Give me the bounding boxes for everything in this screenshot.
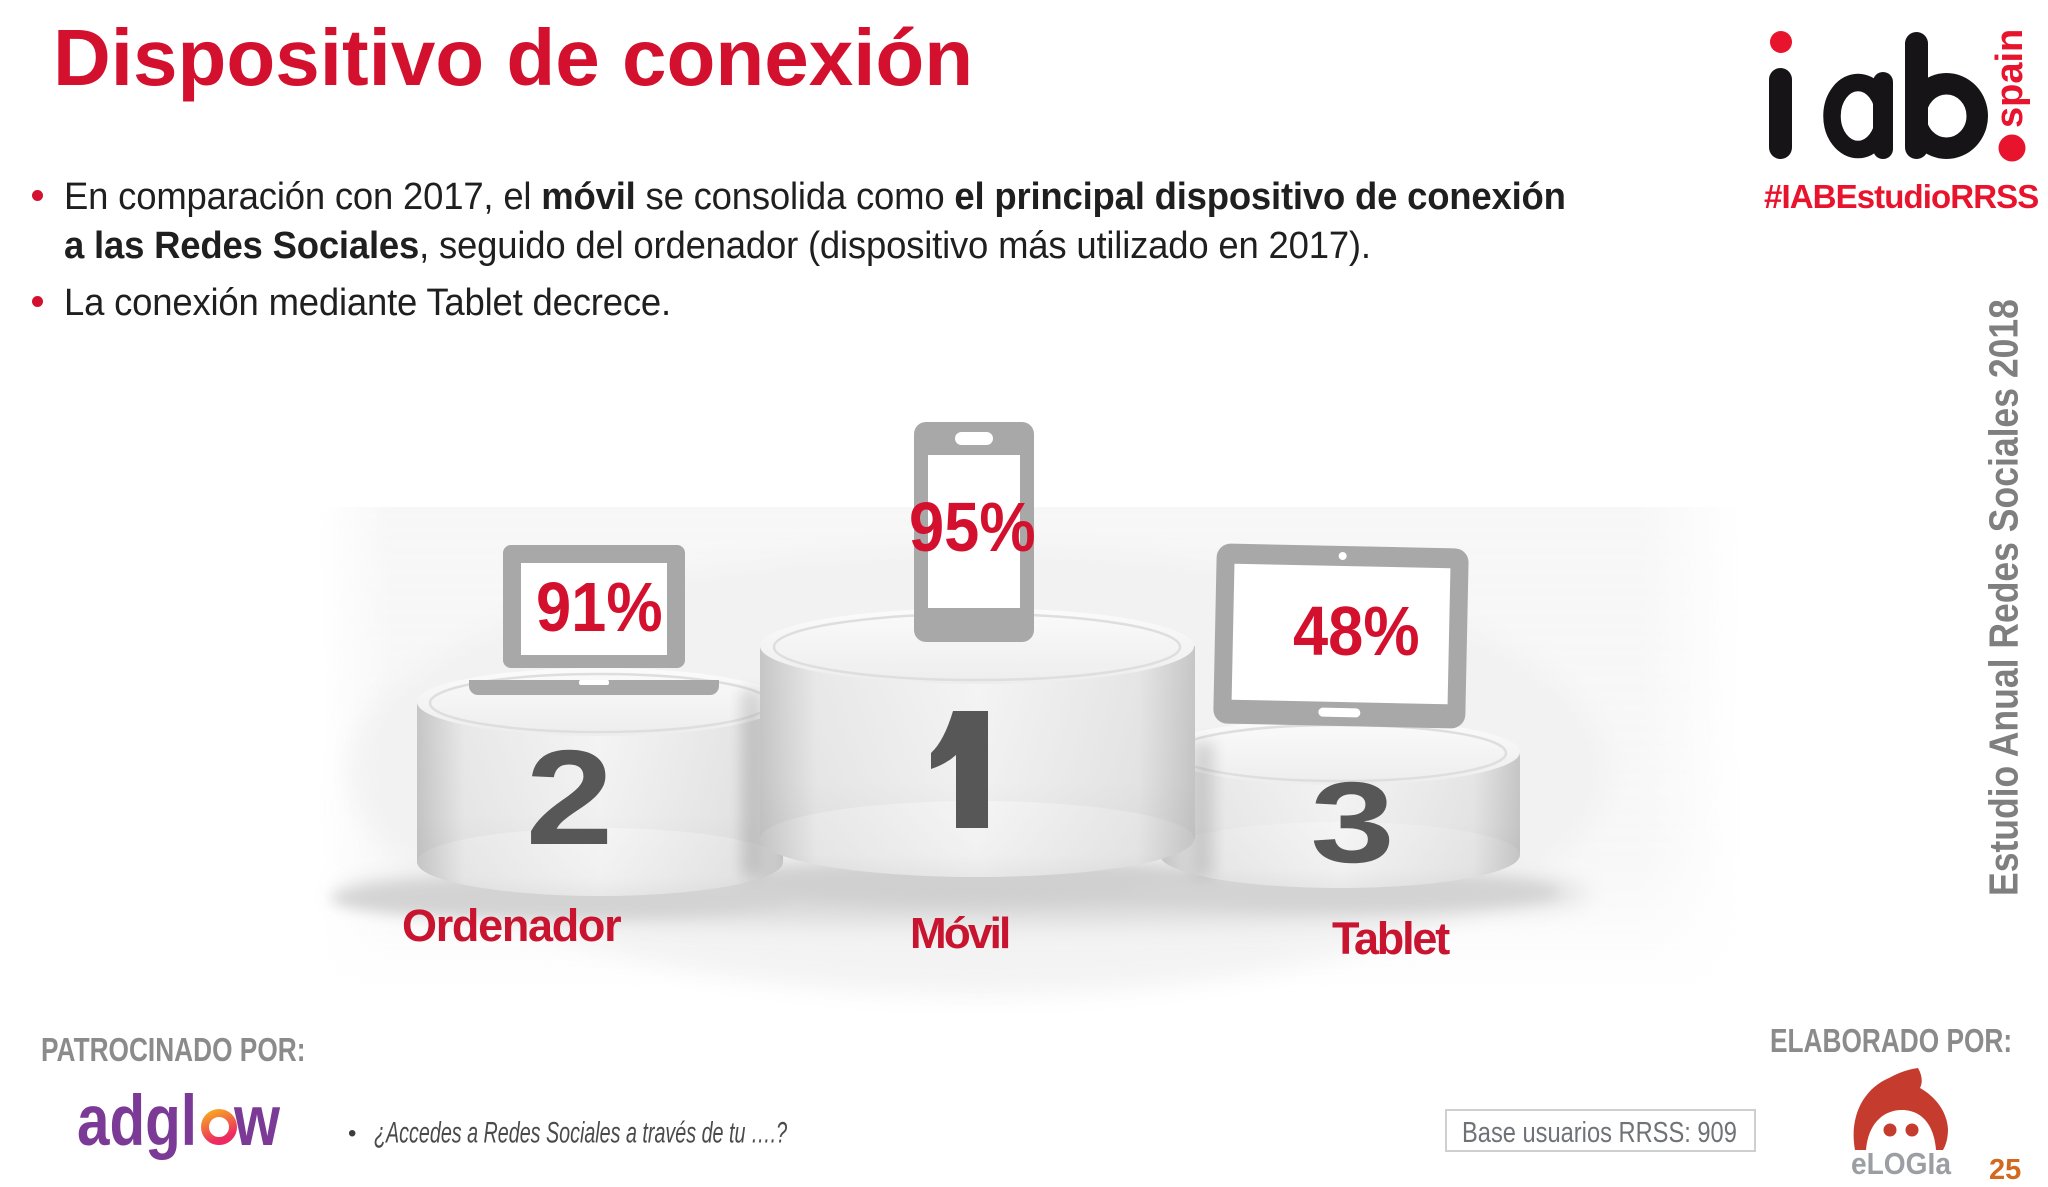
svg-text:spain: spain [1989,29,2031,128]
svg-text:3: 3 [1310,758,1394,887]
svg-text:w: w [233,1082,280,1161]
svg-text:adgl: adgl [77,1082,197,1161]
svg-text:#IABEstudioRRSS: #IABEstudioRRSS [1764,178,2038,215]
svg-text:2: 2 [526,723,614,874]
svg-text:eLOGIa: eLOGIa [1851,1146,1952,1177]
